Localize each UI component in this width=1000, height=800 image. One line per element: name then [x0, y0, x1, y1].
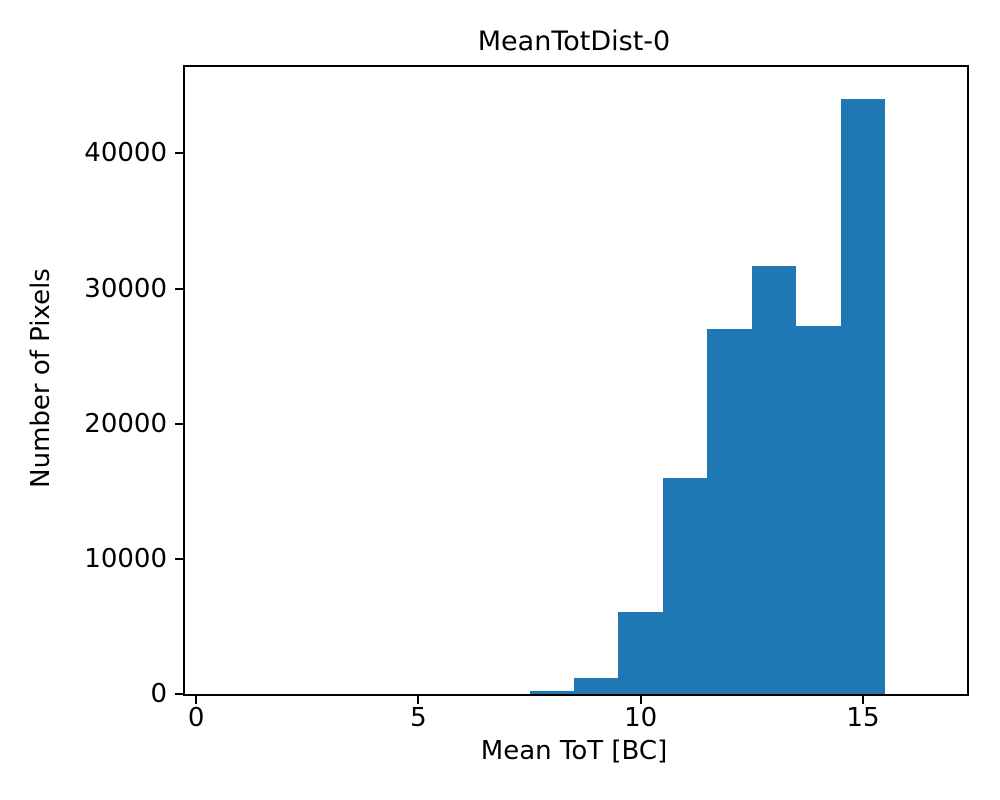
x-tick-mark [417, 696, 420, 704]
y-axis-label: Number of Pixels [26, 268, 56, 488]
histogram-bar [618, 611, 663, 694]
x-tick-mark [861, 696, 864, 704]
histogram-bar [707, 329, 752, 694]
y-tick-label: 10000 [84, 543, 167, 574]
histogram-bar [751, 265, 797, 694]
x-tick-mark [639, 696, 642, 704]
plot-area: 0 5 10 15 0 10000 20000 30000 40000 [84, 65, 969, 732]
x-tick-mark [195, 696, 198, 704]
y-tick-mark [175, 152, 183, 155]
y-tick-label: 20000 [84, 408, 167, 439]
histogram-bar [573, 677, 619, 694]
y-tick-mark [175, 422, 183, 425]
y-tick-mark [175, 693, 183, 695]
x-tick-label: 0 [187, 703, 205, 733]
histogram-bar [796, 326, 841, 694]
x-tick-label: 5 [410, 703, 427, 733]
y-tick-label: 40000 [84, 138, 167, 169]
x-axis-label: Mean ToT [BC] [480, 736, 668, 766]
y-tick-mark [175, 287, 183, 290]
histogram-bar [529, 690, 574, 694]
y-tick-label: 0 [150, 679, 167, 709]
y-tick-mark [175, 557, 183, 560]
y-tick-label: 30000 [84, 273, 167, 304]
x-tick-label: 15 [846, 703, 880, 733]
chart-title: MeanTotDist-0 [477, 26, 671, 57]
histogram-bar [662, 477, 708, 694]
x-tick-label: 10 [624, 703, 658, 733]
histogram-bar [840, 99, 886, 694]
